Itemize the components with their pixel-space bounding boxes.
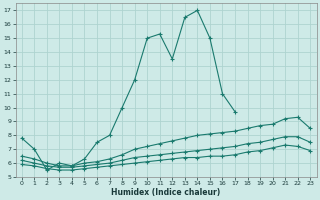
X-axis label: Humidex (Indice chaleur): Humidex (Indice chaleur) [111,188,221,197]
